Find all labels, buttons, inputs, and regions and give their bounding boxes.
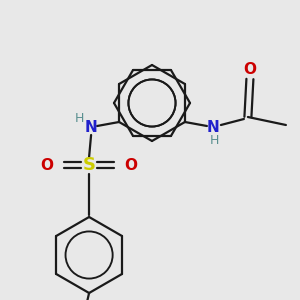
Text: O: O [40, 158, 54, 172]
Text: H: H [74, 112, 84, 125]
Text: O: O [243, 61, 256, 76]
Text: S: S [82, 156, 96, 174]
Text: N: N [85, 119, 98, 134]
Text: N: N [206, 119, 219, 134]
Text: H: H [210, 134, 220, 146]
Text: O: O [124, 158, 138, 172]
